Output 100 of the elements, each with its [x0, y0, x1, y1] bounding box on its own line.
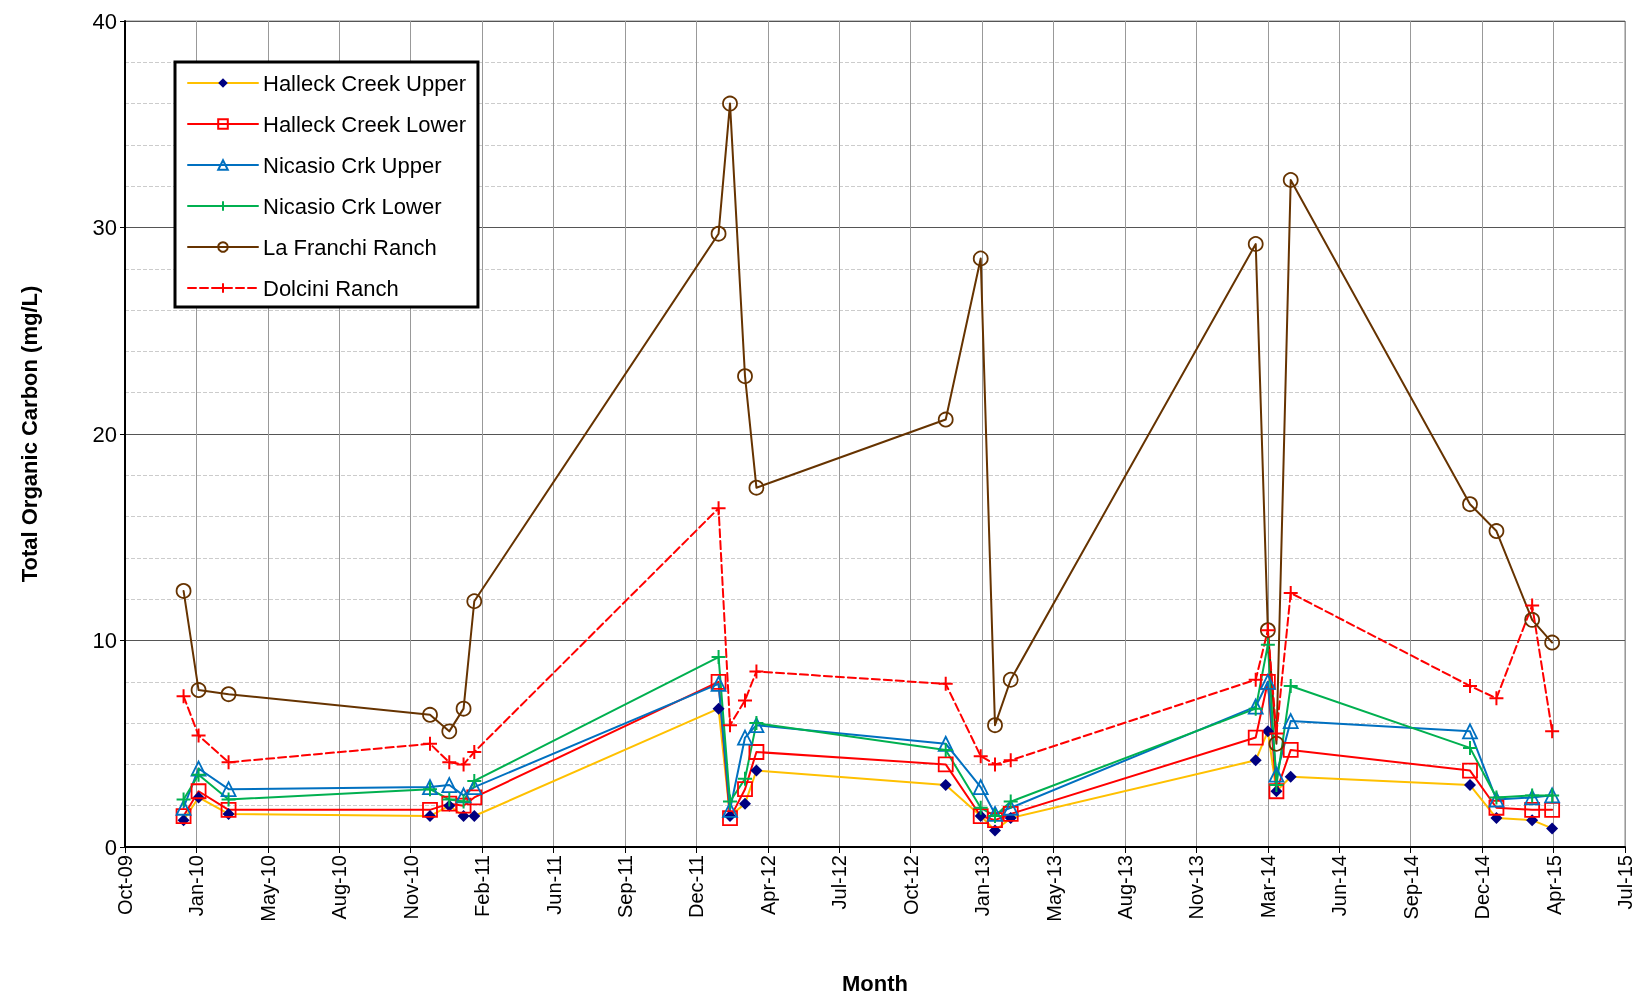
point [455, 793, 472, 810]
point [466, 789, 483, 806]
x-tick-label: Jul-15 [1614, 855, 1636, 910]
point [175, 791, 192, 808]
legend-label: Halleck Creek Lower [263, 111, 466, 137]
x-tick-label: Aug-10 [328, 855, 351, 920]
point [1462, 723, 1478, 740]
x-tick-label: Sep-11 [614, 855, 636, 919]
point [455, 797, 472, 814]
point [441, 777, 458, 793]
point [737, 781, 753, 798]
y-tick-label: 0 [104, 834, 117, 860]
point [1247, 729, 1264, 746]
x-tick-label: May-10 [256, 855, 279, 922]
point [748, 744, 765, 760]
x-tick-label: Mar-14 [1256, 855, 1279, 919]
point [1282, 713, 1299, 729]
point [422, 706, 438, 723]
x-tick-label: Jan-13 [971, 855, 994, 917]
point [1002, 806, 1019, 822]
point [441, 723, 458, 740]
x-tick-label: Nov-10 [399, 855, 422, 920]
point [1488, 799, 1505, 816]
point [466, 593, 483, 610]
x-tick-label: Feb-11 [471, 855, 494, 917]
point [1524, 801, 1541, 818]
legend-label: Nicasio Crk Lower [263, 193, 442, 219]
y-tick-label: 20 [92, 421, 117, 447]
y-tick-label: 10 [92, 628, 117, 653]
point [175, 808, 192, 824]
point [737, 368, 753, 385]
x-axis-title: Month [842, 970, 908, 996]
point [748, 479, 765, 496]
point [1002, 793, 1019, 810]
point [441, 791, 458, 808]
legend-label: Halleck Creek Upper [263, 70, 466, 96]
x-tick-label: Sep-14 [1399, 855, 1422, 920]
point [1544, 634, 1561, 651]
point [710, 225, 727, 242]
point [1268, 777, 1285, 794]
point [466, 779, 483, 796]
x-tick-label: Jul-12 [828, 855, 851, 910]
point [1002, 671, 1019, 688]
point [1268, 766, 1285, 783]
legend-label: La Franchi Ranch [263, 234, 437, 260]
point [175, 583, 192, 599]
point [722, 793, 738, 810]
point [1282, 677, 1299, 694]
point [1268, 735, 1285, 752]
x-tick-label: Apr-12 [756, 855, 779, 916]
point [1524, 611, 1541, 628]
point [190, 783, 207, 800]
point [466, 772, 483, 789]
point [441, 795, 458, 812]
point [972, 250, 989, 267]
x-tick-label: Jan-10 [185, 855, 208, 917]
point [220, 791, 237, 808]
point [937, 735, 954, 752]
point [722, 801, 738, 818]
point [710, 649, 727, 666]
point [1462, 496, 1478, 513]
x-tick-label: Nov-13 [1185, 855, 1208, 920]
y-tick-label: 30 [92, 215, 117, 240]
x-tick-label: Jun-14 [1328, 855, 1351, 917]
x-tick-label: Oct-12 [899, 855, 922, 916]
point [1462, 762, 1478, 779]
y-tick-label: 40 [92, 8, 117, 34]
x-tick-label: Aug-13 [1114, 855, 1136, 920]
point [737, 770, 753, 787]
point [175, 799, 192, 816]
point [220, 781, 237, 798]
legend-label: Dolcini Ranch [263, 275, 399, 301]
x-tick-label: Oct-09 [114, 855, 136, 916]
point [190, 682, 207, 698]
point [972, 779, 989, 796]
x-tick-label: Jun-11 [542, 855, 565, 915]
point [1259, 636, 1276, 653]
point [220, 801, 237, 818]
point [1462, 739, 1478, 756]
point [1282, 172, 1299, 188]
point [722, 95, 738, 112]
point [937, 411, 954, 428]
point [455, 700, 472, 717]
point [1282, 742, 1299, 758]
point [422, 801, 438, 818]
point [937, 756, 954, 773]
x-tick-label: Dec-14 [1471, 855, 1494, 920]
x-tick-label: Dec-11 [685, 855, 708, 918]
point [1488, 523, 1505, 539]
point [737, 729, 753, 746]
legend-label: Nicasio Crk Upper [263, 152, 442, 178]
point [220, 686, 237, 703]
x-tick-label: Apr-15 [1542, 855, 1565, 916]
x-tick-label: May-13 [1042, 855, 1065, 922]
point [1247, 236, 1264, 252]
y-axis-title: Total Organic Carbon (mg/L) [16, 285, 42, 583]
point [190, 766, 207, 783]
point [972, 799, 989, 816]
point [987, 717, 1003, 734]
point [1544, 801, 1561, 818]
